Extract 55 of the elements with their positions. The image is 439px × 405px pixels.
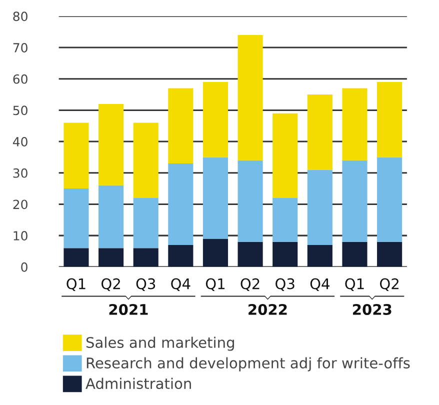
bar xyxy=(64,188,89,248)
x-tick-label: Q3 xyxy=(136,278,156,291)
bar xyxy=(98,248,124,267)
bar xyxy=(64,122,89,189)
bar xyxy=(98,185,124,248)
x-tick-label: Q1 xyxy=(206,278,225,291)
bar xyxy=(342,160,368,242)
bar xyxy=(202,157,228,239)
bar xyxy=(168,244,194,267)
bar xyxy=(238,35,263,160)
bar xyxy=(202,238,228,267)
y-tick-label: 50 xyxy=(13,106,28,116)
bar xyxy=(133,248,158,267)
y-tick-label: 0 xyxy=(21,262,28,272)
bar xyxy=(168,88,194,164)
legend-label: Sales and marketing xyxy=(86,336,234,351)
legend-label: Administration xyxy=(86,378,191,390)
y-tick-label: 20 xyxy=(13,200,28,210)
x-tick-label: Q2 xyxy=(240,278,260,291)
bar xyxy=(307,244,332,267)
y-tick-label: 30 xyxy=(13,168,28,178)
y-tick-label: 70 xyxy=(13,43,28,52)
bar xyxy=(377,82,402,158)
y-tick-label: 10 xyxy=(14,231,28,240)
bar xyxy=(377,242,402,267)
bar xyxy=(64,248,89,267)
x-tick-label: Q1 xyxy=(66,278,86,291)
bar xyxy=(307,94,332,170)
x-tick-label: Q4 xyxy=(171,278,190,291)
x-tick-label: Q4 xyxy=(310,278,330,291)
y-tick-label: 80 xyxy=(13,12,28,22)
x-tick-label: Q2 xyxy=(101,278,120,291)
bar xyxy=(272,198,298,242)
bar xyxy=(202,82,228,158)
bar xyxy=(133,122,158,198)
y-tick-label: 60 xyxy=(13,74,28,84)
text: 2022 xyxy=(248,304,287,315)
text: 2023 xyxy=(353,304,392,315)
bar xyxy=(98,104,124,186)
bar xyxy=(238,242,263,267)
bar xyxy=(377,157,402,242)
x-tick-label: Q2 xyxy=(380,278,398,291)
bar xyxy=(342,242,368,267)
bar xyxy=(307,170,332,245)
bar xyxy=(272,242,298,267)
text: 2021 xyxy=(109,304,148,315)
bar xyxy=(238,160,263,242)
bar xyxy=(168,163,194,245)
y-tick-label: 40 xyxy=(12,137,28,146)
x-tick-label: Q3 xyxy=(276,278,294,291)
x-tick-label: Q1 xyxy=(345,278,364,291)
bar xyxy=(272,113,298,198)
legend-label: Research and development adj for write-offs xyxy=(86,357,410,372)
bar xyxy=(342,88,368,160)
bar xyxy=(133,198,158,248)
